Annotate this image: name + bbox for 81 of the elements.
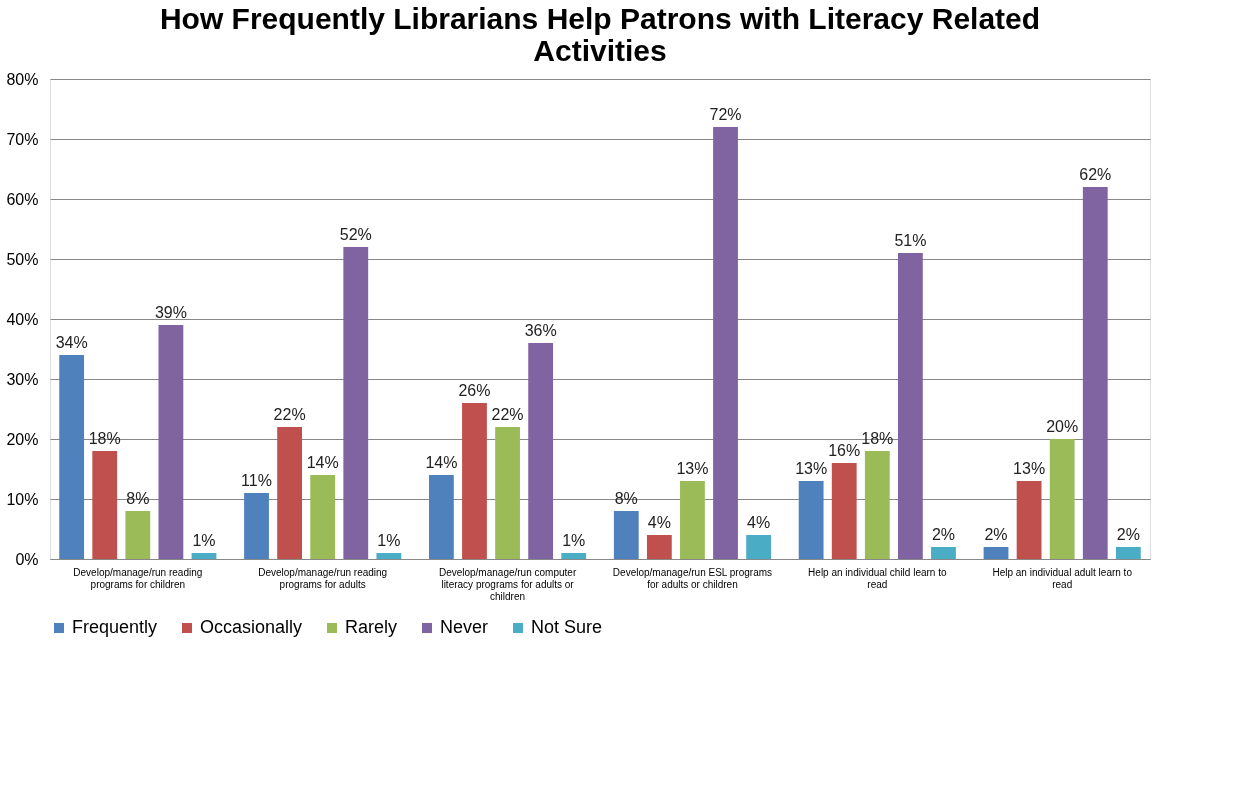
bar bbox=[613, 511, 639, 559]
data-label: 8% bbox=[614, 490, 638, 507]
bar bbox=[428, 475, 454, 559]
bar bbox=[462, 403, 487, 559]
bar bbox=[897, 253, 923, 559]
legend-label: Never bbox=[440, 617, 489, 637]
y-tick-label: 40% bbox=[6, 310, 39, 328]
data-label: 26% bbox=[458, 382, 491, 399]
bar bbox=[92, 451, 118, 559]
bar bbox=[746, 535, 772, 559]
bar bbox=[1115, 547, 1141, 559]
legend-label: Frequently bbox=[72, 617, 158, 637]
bar bbox=[561, 553, 587, 559]
bar bbox=[798, 481, 824, 559]
data-label: 18% bbox=[861, 430, 894, 447]
data-label: 13% bbox=[795, 460, 828, 477]
bar bbox=[59, 355, 85, 559]
bar bbox=[931, 547, 956, 559]
data-label: 18% bbox=[88, 430, 121, 447]
bar bbox=[495, 427, 520, 559]
data-label: 14% bbox=[425, 454, 458, 471]
data-label: 22% bbox=[273, 406, 306, 423]
bar bbox=[646, 535, 672, 559]
bar bbox=[125, 511, 151, 559]
x-tick-label: Develop/manage/run ESL programs for adults or children bbox=[612, 566, 773, 590]
bar bbox=[158, 325, 184, 559]
bar bbox=[713, 127, 738, 559]
data-label: 72% bbox=[709, 106, 742, 123]
data-label: 13% bbox=[1013, 460, 1046, 477]
bar bbox=[1049, 439, 1075, 559]
data-label: 1% bbox=[192, 532, 216, 549]
data-label: 8% bbox=[126, 490, 150, 507]
y-tick-label: 30% bbox=[6, 370, 39, 388]
bar bbox=[680, 481, 705, 559]
x-tick-label: Develop/manage/run computer literacy programs for adults or children bbox=[438, 566, 577, 602]
bar bbox=[277, 427, 303, 559]
bar bbox=[376, 553, 402, 559]
y-tick-label: 80% bbox=[6, 70, 39, 88]
y-tick-label: 50% bbox=[6, 250, 39, 268]
data-label: 1% bbox=[377, 532, 401, 549]
bar bbox=[864, 451, 890, 559]
legend-label: Not Sure bbox=[531, 617, 603, 637]
bar bbox=[343, 247, 369, 559]
x-tick-label: Help an individual adult learn to read bbox=[992, 566, 1133, 590]
y-tick-label: 70% bbox=[6, 130, 39, 148]
data-label: 14% bbox=[306, 454, 339, 471]
bar bbox=[1082, 187, 1108, 559]
data-label: 4% bbox=[747, 514, 771, 531]
data-label: 2% bbox=[931, 526, 956, 543]
y-tick-label: 20% bbox=[6, 430, 39, 448]
bar bbox=[831, 463, 857, 559]
data-label: 1% bbox=[562, 532, 586, 549]
bar bbox=[528, 343, 554, 559]
data-label: 51% bbox=[894, 232, 927, 249]
bar bbox=[983, 547, 1009, 559]
bar bbox=[191, 553, 217, 559]
y-tick-label: 60% bbox=[6, 190, 39, 208]
x-tick-label: Help an individual child learn to read bbox=[808, 566, 947, 590]
data-label: 34% bbox=[55, 334, 88, 351]
chart-title: How Frequently Librarians Help Patrons with Literacy Related Activities bbox=[159, 2, 1041, 67]
data-label: 36% bbox=[524, 322, 557, 339]
data-label: 2% bbox=[1116, 526, 1140, 543]
data-label: 22% bbox=[491, 406, 524, 423]
data-label: 16% bbox=[828, 442, 861, 459]
bar bbox=[1016, 481, 1042, 559]
data-label: 52% bbox=[339, 226, 372, 243]
data-label: 11% bbox=[241, 472, 272, 489]
x-tick-label: Develop/manage/run reading programs for children bbox=[73, 566, 203, 590]
y-tick-label: 0% bbox=[15, 550, 39, 568]
data-label: 39% bbox=[154, 304, 187, 321]
legend-label: Rarely bbox=[345, 617, 398, 637]
x-tick-label: Develop/manage/run reading programs for adults bbox=[258, 566, 388, 590]
bar bbox=[310, 475, 336, 559]
data-label: 13% bbox=[676, 460, 709, 477]
data-label: 4% bbox=[647, 514, 671, 531]
legend-label: Occasionally bbox=[200, 617, 303, 637]
data-label: 62% bbox=[1079, 166, 1112, 183]
data-label: 2% bbox=[984, 526, 1008, 543]
data-label: 20% bbox=[1046, 418, 1079, 435]
bar bbox=[244, 493, 269, 559]
y-tick-label: 10% bbox=[6, 490, 39, 508]
